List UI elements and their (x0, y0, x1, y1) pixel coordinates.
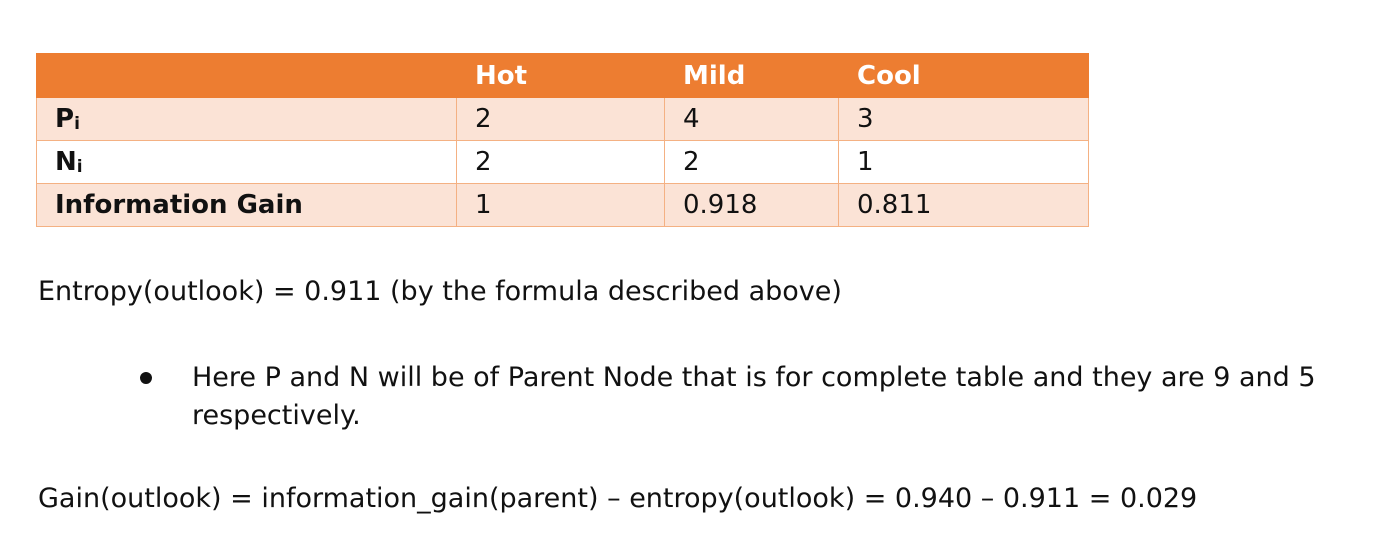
header-cool: Cool (838, 53, 1089, 98)
row-label-pi: Pi (36, 97, 457, 141)
table-cell: 0.811 (838, 183, 1089, 227)
row-label-text: P (55, 104, 75, 134)
table-cell: 2 (456, 97, 665, 141)
row-label-ni: Ni (36, 140, 457, 184)
table-row: Pi 2 4 3 (36, 97, 1089, 141)
table-cell: 0.918 (664, 183, 839, 227)
row-label-information-gain: Information Gain (36, 183, 457, 227)
entropy-paragraph: Entropy(outlook) = 0.911 (by the formula… (38, 276, 842, 307)
row-label-subscript: i (76, 157, 83, 177)
table-header-row: Hot Mild Cool (36, 53, 1089, 98)
bullet-point-icon (140, 372, 152, 384)
header-hot: Hot (456, 53, 665, 98)
header-blank-cell (36, 53, 457, 98)
header-mild: Mild (664, 53, 839, 98)
table-row: Ni 2 2 1 (36, 140, 1089, 184)
row-label-subscript: i (74, 114, 80, 134)
table-row: Information Gain 1 0.918 0.811 (36, 183, 1089, 227)
row-label-text: Information Gain (55, 190, 303, 220)
table-cell: 2 (456, 140, 665, 184)
table-cell: 3 (838, 97, 1089, 141)
table-cell: 2 (664, 140, 839, 184)
gain-paragraph: Gain(outlook) = information_gain(parent)… (38, 483, 1198, 514)
bullet-text: Here P and N will be of Parent Node that… (192, 362, 1316, 431)
table-cell: 1 (838, 140, 1089, 184)
table-cell: 4 (664, 97, 839, 141)
row-label-text: N (55, 147, 77, 177)
table-cell: 1 (456, 183, 665, 227)
data-table: Hot Mild Cool Pi 2 4 3 Ni 2 2 1 Informat… (36, 53, 1089, 227)
